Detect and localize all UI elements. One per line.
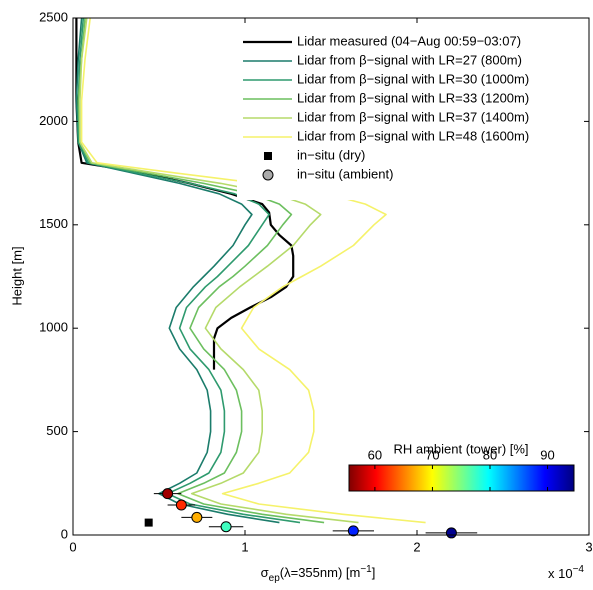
legend-label: Lidar measured (04−Aug 00:59−03:07): [297, 33, 521, 48]
x-tick-label: 1: [241, 539, 248, 554]
legend-label: Lidar from β−signal with LR=30 (1000m): [297, 71, 529, 86]
profile-line: [75, 18, 280, 524]
y-tick-label: 2000: [39, 113, 68, 128]
x-multiplier-exp: −4: [573, 564, 585, 575]
x-tick-label: 0: [69, 539, 76, 554]
axes-frame: [72, 17, 590, 536]
profile-line: [77, 18, 325, 524]
profile-line: [80, 18, 426, 524]
x-multiplier-base: x 10: [548, 566, 573, 581]
y-tick-label: 1500: [39, 216, 68, 231]
x-label-part: ]: [372, 565, 376, 580]
x-label-part: σ: [261, 565, 269, 580]
insitu-point: [144, 518, 153, 527]
colorbar-label: RH ambient (tower) [%]: [393, 441, 528, 456]
y-tick-label: 2500: [39, 9, 68, 24]
plot-lines: [75, 18, 426, 524]
y-axis-label: Height [m]: [9, 246, 24, 305]
x-tick-label: 2: [413, 539, 420, 554]
legend-marker: [262, 169, 274, 181]
legend-label: Lidar from β−signal with LR=48 (1600m): [297, 128, 529, 143]
y-tick-label: 1000: [39, 320, 68, 335]
insitu-point: [445, 527, 457, 539]
y-tick-label: 0: [61, 526, 68, 541]
plot-points: [144, 488, 478, 539]
x-tick-label: 3: [585, 539, 592, 554]
insitu-point: [162, 488, 174, 500]
colorbar-gradient: [348, 464, 575, 492]
x-label-part: (λ=355nm) [m: [280, 565, 361, 580]
profile-line: [79, 18, 359, 524]
legend-label: in−situ (ambient): [297, 166, 393, 181]
legend-label: in−situ (dry): [297, 147, 365, 162]
legend-label: Lidar from β−signal with LR=33 (1200m): [297, 90, 529, 105]
x-multiplier: x 10−4: [548, 564, 584, 582]
legend-label: Lidar from β−signal with LR=27 (800m): [297, 52, 522, 67]
x-axis-label: σep(λ=355nm) [m−1]: [261, 564, 376, 584]
x-label-part: ep: [269, 573, 281, 584]
profile-line: [75, 18, 295, 370]
ticks: 0 1 2 3 0 500 1000 1500 2000 2500: [39, 9, 593, 554]
legend-box: [237, 30, 588, 200]
insitu-point: [220, 521, 232, 533]
insitu-point: [191, 511, 203, 523]
x-label-part: −1: [360, 564, 372, 575]
profile-line: [77, 18, 301, 524]
y-tick-label: 500: [46, 423, 68, 438]
colorbar: 60 70 80 90: [348, 447, 575, 492]
colorbar-tick-label: 80: [483, 447, 497, 462]
legend: Lidar measured (04−Aug 00:59−03:07) Lidar…: [243, 33, 529, 181]
legend-label: Lidar from β−signal with LR=37 (1400m): [297, 109, 529, 124]
colorbar-tick-label: 90: [540, 447, 554, 462]
legend-marker: [264, 152, 272, 160]
colorbar-tick-label: 60: [368, 447, 382, 462]
colorbar-tick-label: 70: [425, 447, 439, 462]
insitu-point: [175, 499, 187, 511]
insitu-point: [347, 525, 359, 537]
